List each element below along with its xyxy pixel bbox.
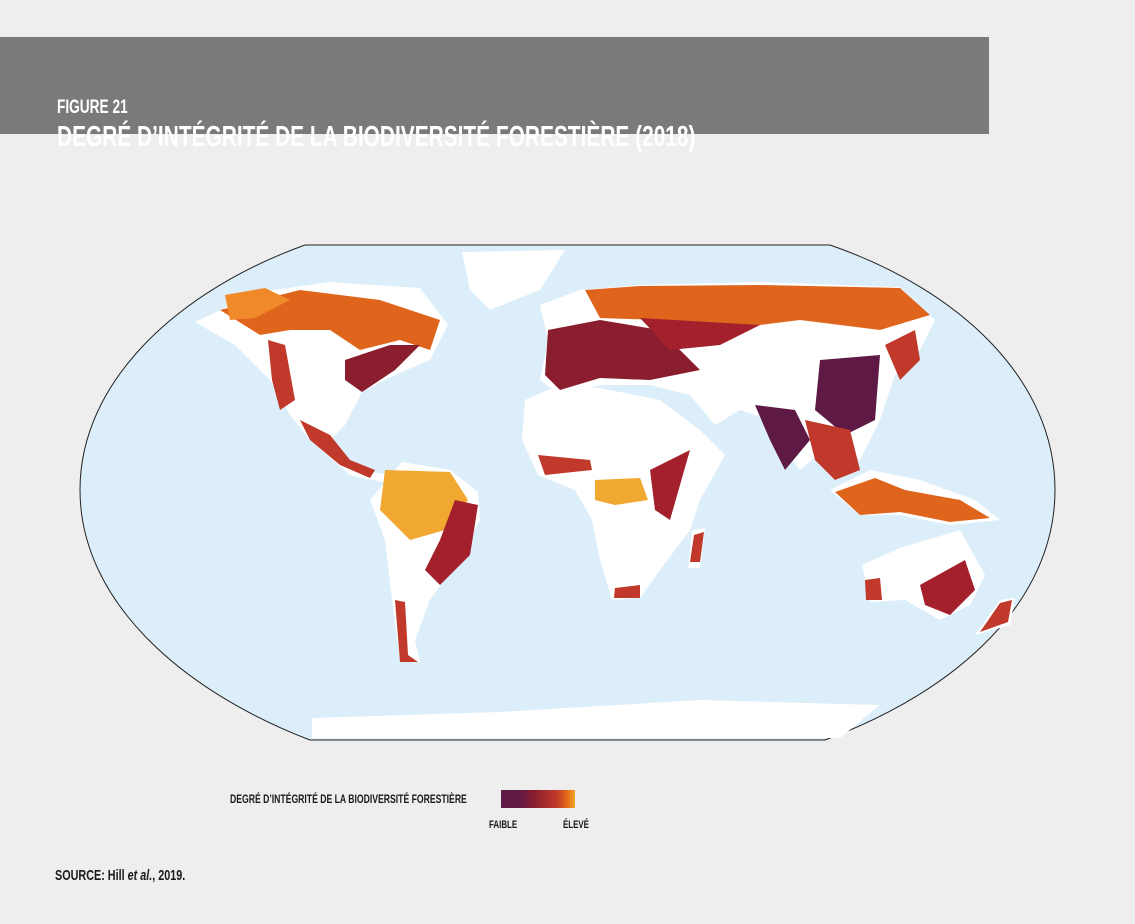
world-map: [79, 244, 1056, 741]
figure-header: FIGURE 21 DEGRÉ D’INTÉGRITÉ DE LA BIODIV…: [0, 37, 989, 153]
legend-title: DEGRÉ D’INTÉGRITÉ DE LA BIODIVERSITÉ FOR…: [230, 792, 467, 806]
land-greenland: [462, 250, 565, 310]
forest-amazon: [380, 470, 468, 540]
forest-us-east: [345, 345, 420, 392]
forest-integrity-areas: [220, 285, 1012, 662]
forest-congo: [595, 478, 648, 505]
forest-australia-sw: [865, 578, 882, 600]
forest-south-africa: [614, 585, 640, 598]
forest-siberia-south: [640, 318, 760, 350]
land-antarctica: [312, 700, 880, 738]
forest-alaska: [225, 288, 290, 320]
legend-high-label: ÉLEVÉ: [563, 819, 589, 831]
forest-new-zealand: [980, 600, 1012, 632]
forest-japan-korea: [885, 330, 920, 380]
forest-china: [815, 355, 880, 435]
legend-low-label: FAIBLE: [489, 819, 518, 831]
forest-west-africa: [538, 455, 592, 475]
figure-title: DEGRÉ D’INTÉGRITÉ DE LA BIODIVERSITÉ FOR…: [57, 121, 696, 153]
forest-atlantic-brazil: [425, 500, 478, 585]
forest-madagascar: [690, 532, 704, 562]
forest-indonesia: [835, 478, 990, 522]
source-note: SOURCE: Hill et al., 2019.: [55, 867, 186, 884]
legend-color-scale: [501, 790, 575, 808]
figure-number: FIGURE 21: [57, 97, 128, 118]
forest-central-america: [300, 420, 375, 478]
forest-chile: [395, 600, 418, 662]
forest-india: [755, 405, 810, 470]
forest-east-africa: [650, 450, 690, 520]
forest-australia-se: [920, 560, 975, 615]
forest-us-west: [268, 340, 295, 410]
forest-se-asia: [805, 420, 860, 480]
forest-scandinavia-russia: [585, 285, 930, 330]
